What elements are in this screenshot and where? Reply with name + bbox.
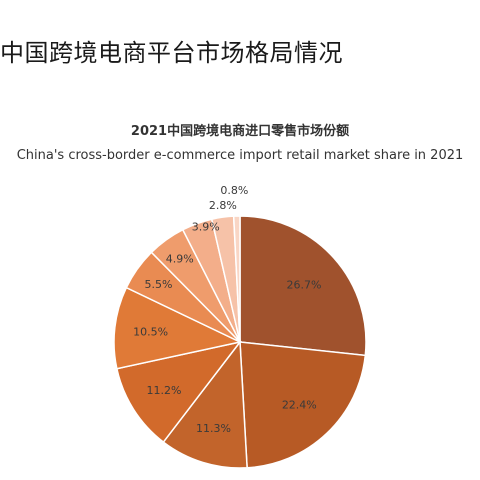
slice-data-label: 22.4%	[282, 398, 317, 411]
slice-data-label: 11.2%	[147, 384, 182, 397]
pie-slices	[113, 215, 367, 469]
chart-subtitle: China's cross-border e-commerce import r…	[16, 148, 464, 163]
pie-slice	[232, 215, 241, 343]
slice-data-label: 0.8%	[220, 184, 248, 197]
slice-data-label: 5.5%	[145, 278, 173, 291]
slice-data-label: 11.3%	[196, 422, 231, 435]
chart-title: 2021中国跨境电商进口零售市场份额	[130, 124, 350, 139]
slice-data-label: 10.5%	[133, 326, 168, 339]
pie-slice	[113, 286, 243, 370]
pie-slice	[162, 339, 248, 469]
slice-data-label: 4.9%	[166, 253, 194, 266]
page-heading: 中国跨境电商平台市场格局情况	[0, 39, 343, 67]
pie-slice	[239, 341, 367, 469]
slice-data-label: 26.7%	[287, 279, 322, 292]
pie-labels: 26.7% 22.4% 11.3% 11.2% 10.5% 5.5% 4.9% 3.9% 2.8…	[133, 184, 321, 435]
pie-slice	[115, 340, 242, 444]
slice-data-label: 2.8%	[209, 199, 237, 212]
pie-slice	[239, 215, 367, 357]
slice-data-label: 3.9%	[192, 221, 220, 234]
